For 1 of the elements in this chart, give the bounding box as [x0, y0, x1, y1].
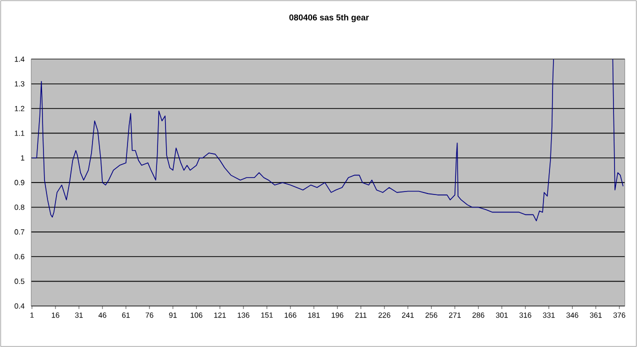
chart-title: 080406 sas 5th gear [289, 14, 369, 22]
